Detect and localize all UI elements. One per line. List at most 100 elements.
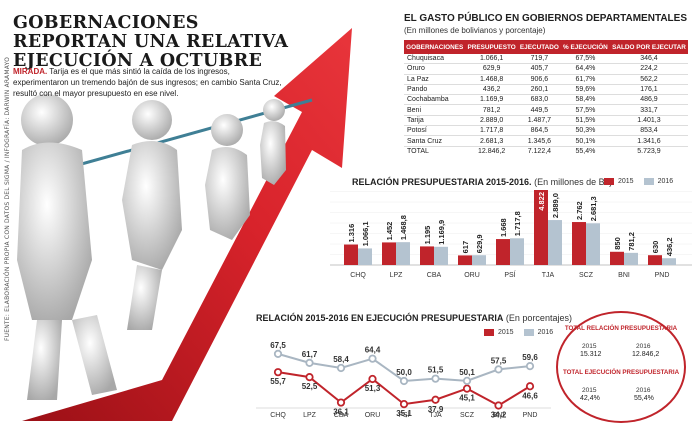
line-point-2016 [525,362,535,371]
table-cell: Chuquisaca [404,54,466,65]
table-cell: 61,7% [560,74,610,85]
bar-value-label: 1.316 [347,224,356,243]
summary-budget-year-2016: 2016 [636,343,651,350]
line-value-label: 51,3 [365,384,381,393]
line-chart-title: RELACIÓN 2015-2016 EN EJECUCIÓN PRESUPUE… [256,313,572,323]
spending-table: GOBERNACIONES PRESUPUESTO EJECUTADO% EJECU… [404,40,688,156]
line-category-label: BNI [493,412,505,419]
table-cell: 781,2 [465,104,518,116]
bar-chart-subtitle: (En millones de Bs) [534,177,613,187]
line-value-label: 46,6 [522,391,538,400]
table-cell: 58,4% [560,94,610,106]
line-point-2016 [368,354,377,363]
bar-category-label: PND [655,272,670,279]
summary-exec-2016: 55,4% [634,395,654,402]
line-category-label: ORU [365,412,381,419]
figure-4 [260,99,286,185]
table-header-row: GOBERNACIONES PRESUPUESTO EJECUTADO% EJECU… [404,40,688,54]
table-cell: 853,4 [609,125,688,137]
red-arrow-icon [22,28,352,421]
line-chart-title-text: RELACIÓN 2015-2016 EN EJECUCIÓN PRESUPUE… [256,313,504,323]
bar-value-label: 1.717,8 [513,211,522,236]
line-point-2015 [336,398,346,407]
line-value-label: 55,7 [270,377,286,386]
figure-3 [205,114,250,240]
table-cell: 1.401,3 [609,115,688,127]
table-cell: 12.846,2 [478,147,506,155]
bar-2015-CBA [420,246,434,265]
line-value-label: 67,5 [270,341,286,350]
table-header-cell: SALDO POR EJECUTAR [609,40,688,54]
table-cell: 2.889,0 [465,115,518,127]
bar-2016-CBA [434,246,448,265]
line-legend-swatch-2015 [484,329,494,336]
table-cell: 224,2 [609,63,688,75]
summary-budget-2016: 12.846,2 [632,351,660,358]
table-row: Potosí 1.717,8 864,5 50,3% 853,4 [404,125,688,137]
line-value-label: 57,5 [491,356,507,365]
line-point-2015 [431,395,440,404]
line-point-2015 [462,384,472,393]
table-cell: 562,2 [609,74,688,85]
line-category-label: CBA [334,412,349,419]
table-cell: 1.066,1 [465,54,518,65]
table-cell: 59,6% [560,84,610,96]
table-cell: 1.341,6 [609,135,688,147]
table-cell: Santa Cruz [404,135,466,147]
bar-category-label: PSÍ [504,270,515,279]
bar-chart-title-text: RELACIÓN PRESUPUESTARIA 2015-2016. [352,177,532,187]
summary-exec-2015: 42,4% [580,395,600,402]
bar-2015-PND [648,255,662,265]
illustration [17,28,352,421]
line-point-2015 [368,374,377,384]
summary-budget-year-2015: 2015 [582,343,597,350]
line-point-2015 [399,399,409,409]
table-cell: 331,7 [609,104,688,116]
bar-2015-PSÍ [496,239,510,265]
bar-category-label: CBA [427,272,442,279]
line-category-label: LPZ [303,412,317,419]
bar-value-label: 1.066,1 [361,221,370,246]
line-value-label: 45,1 [459,394,475,403]
line-legend-label-2015: 2015 [498,329,514,336]
table-cell: 7.122,4 [527,147,552,155]
legend-label-2015: 2015 [618,178,634,185]
line-value-label: 51,5 [428,366,444,375]
table-cell: La Paz [404,74,466,85]
line-point-2015 [494,401,503,410]
table-cell: TOTAL [407,147,429,155]
line-value-label: 35,1 [396,409,412,418]
bar-2016-BNI [624,252,638,265]
table-cell: 1.345,6 [517,135,561,147]
bar-value-label: 2.762 [575,201,584,220]
table-cell: 1.717,8 [465,125,518,137]
line-chart-subtitle: (En porcentajes) [505,313,572,323]
bar-2016-ORU [472,255,486,265]
bar-2015-ORU [458,255,472,265]
bar-2016-LPZ [396,242,410,265]
bar-value-label: 2.889,0 [551,193,560,218]
line-value-label: 36,1 [333,408,349,417]
table-row: Tarija 2.889,0 1.487,7 51,5% 1.401,3 [404,115,688,127]
table-cell: Beni [404,104,466,116]
table-cell: 1.487,7 [517,115,561,127]
bar-value-label: 629,9 [475,234,484,253]
line-point-2016 [273,349,283,358]
bar-category-label: ORU [464,272,480,279]
bar-chart: 1.316 1.066,1 CHQ 1.452 1.468,8 LPZ 1.195 1.169… [330,190,692,279]
table-row: Beni 781,2 449,5 57,5% 331,7 [404,104,688,116]
table-cell: 2.681,3 [465,135,518,147]
table-cell: 346,4 [609,54,688,65]
table-row: TOTAL 12.846,2 7.122,4 55,4% 5.723,9 [404,146,688,156]
line-point-2016 [305,358,314,367]
line-legend-swatch-2016 [523,329,534,336]
line-point-2016 [462,376,472,385]
bar-2016-SCZ [586,223,600,265]
line-value-label: 61,7 [302,350,318,359]
table-cell: 50,3% [560,125,610,137]
line-category-label: CHQ [270,412,286,419]
bar-value-label: 1.668 [499,218,508,237]
figure-1 [17,94,117,400]
table-title: EL GASTO PÚBLICO EN GOBIERNOS DEPARTAMEN… [404,13,687,24]
line-point-2015 [525,382,535,391]
